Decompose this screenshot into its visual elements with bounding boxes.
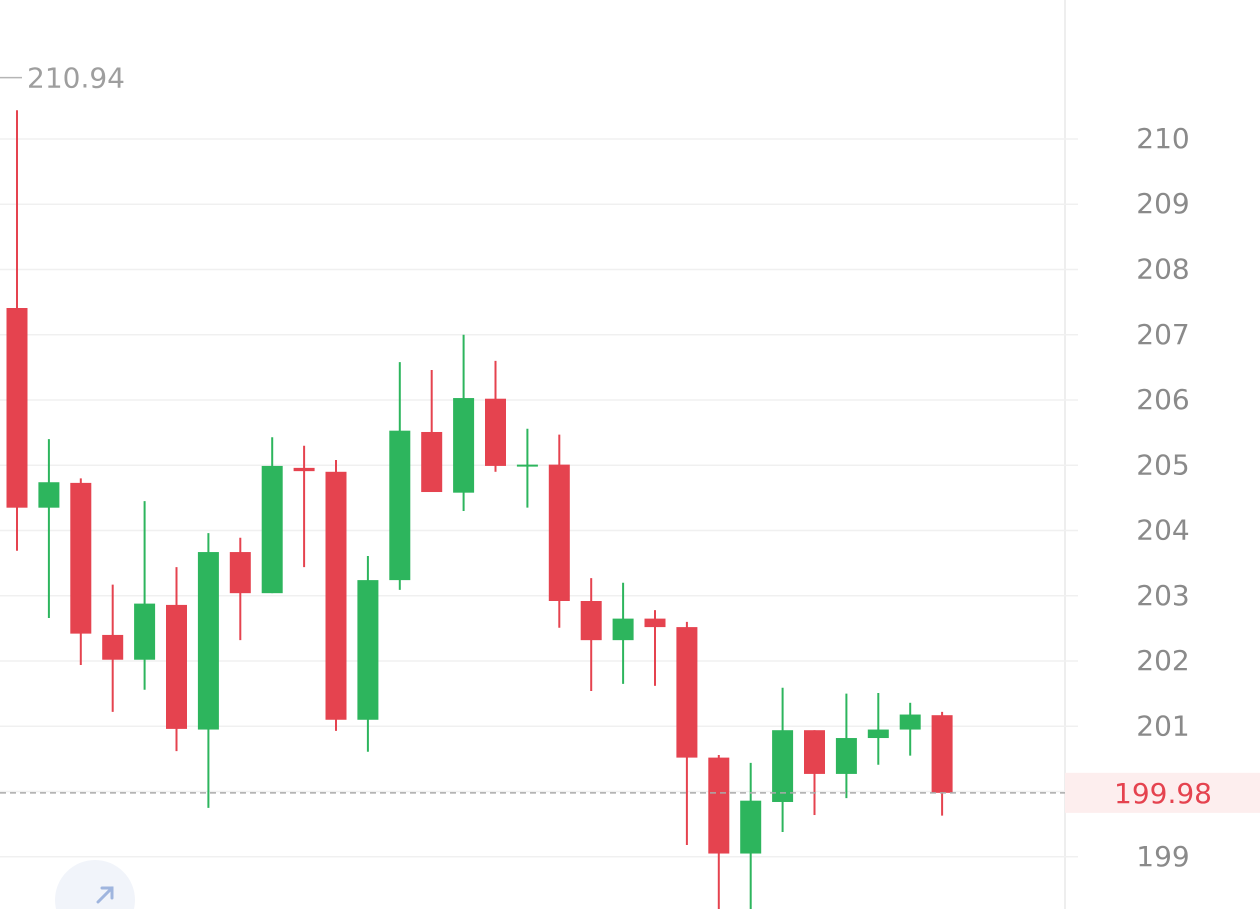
y-tick-label: 206: [1136, 383, 1189, 416]
candle-body: [931, 715, 953, 793]
candle-body: [453, 398, 475, 493]
candle-body: [166, 604, 187, 729]
fab-button[interactable]: [55, 860, 135, 909]
candle-body: [261, 465, 283, 594]
y-tick-label: 210: [1136, 122, 1189, 155]
y-axis: 199200201202203204205206207208209210199.…: [1065, 122, 1260, 873]
candle-body: [102, 634, 124, 660]
candle-body: [485, 398, 506, 466]
candle-body: [835, 738, 857, 774]
candle-body: [612, 618, 634, 641]
candle-body: [325, 471, 347, 720]
candle-body: [580, 600, 602, 641]
last-price-label: 199.98: [1114, 777, 1212, 810]
candle-body: [6, 308, 28, 508]
candle-body: [644, 618, 666, 628]
y-tick-label: 205: [1136, 448, 1189, 481]
y-tick-label: 201: [1136, 709, 1189, 742]
candle-body: [38, 482, 60, 508]
last-price-badge: [1065, 772, 1260, 813]
candle-body: [134, 603, 156, 660]
y-tick-label: 204: [1136, 514, 1189, 547]
grid: [0, 138, 1078, 858]
candle-body: [740, 800, 762, 854]
candle-body: [70, 482, 92, 634]
y-tick-label: 208: [1136, 253, 1189, 286]
candle-body: [293, 467, 315, 472]
candle-body: [548, 464, 570, 601]
candle-body: [357, 580, 379, 720]
y-tick-label: 202: [1136, 644, 1189, 677]
candle-body: [804, 730, 825, 774]
candle-body: [676, 627, 698, 758]
candle-body: [516, 464, 538, 467]
y-tick-label: 203: [1136, 579, 1189, 612]
y-tick-label: 209: [1136, 187, 1189, 220]
candle-body: [197, 552, 219, 730]
candle-body: [389, 430, 411, 581]
high-marker-label: 210.94: [27, 62, 125, 95]
candle-body: [229, 552, 251, 594]
candle-body: [708, 757, 730, 854]
candle-body: [772, 730, 794, 802]
plot-area: [0, 76, 1065, 909]
candle-body: [867, 729, 889, 739]
candle-body: [899, 714, 921, 730]
candle-body: [421, 431, 443, 493]
y-tick-label: 207: [1136, 318, 1189, 351]
y-tick-label: 199: [1136, 840, 1189, 873]
